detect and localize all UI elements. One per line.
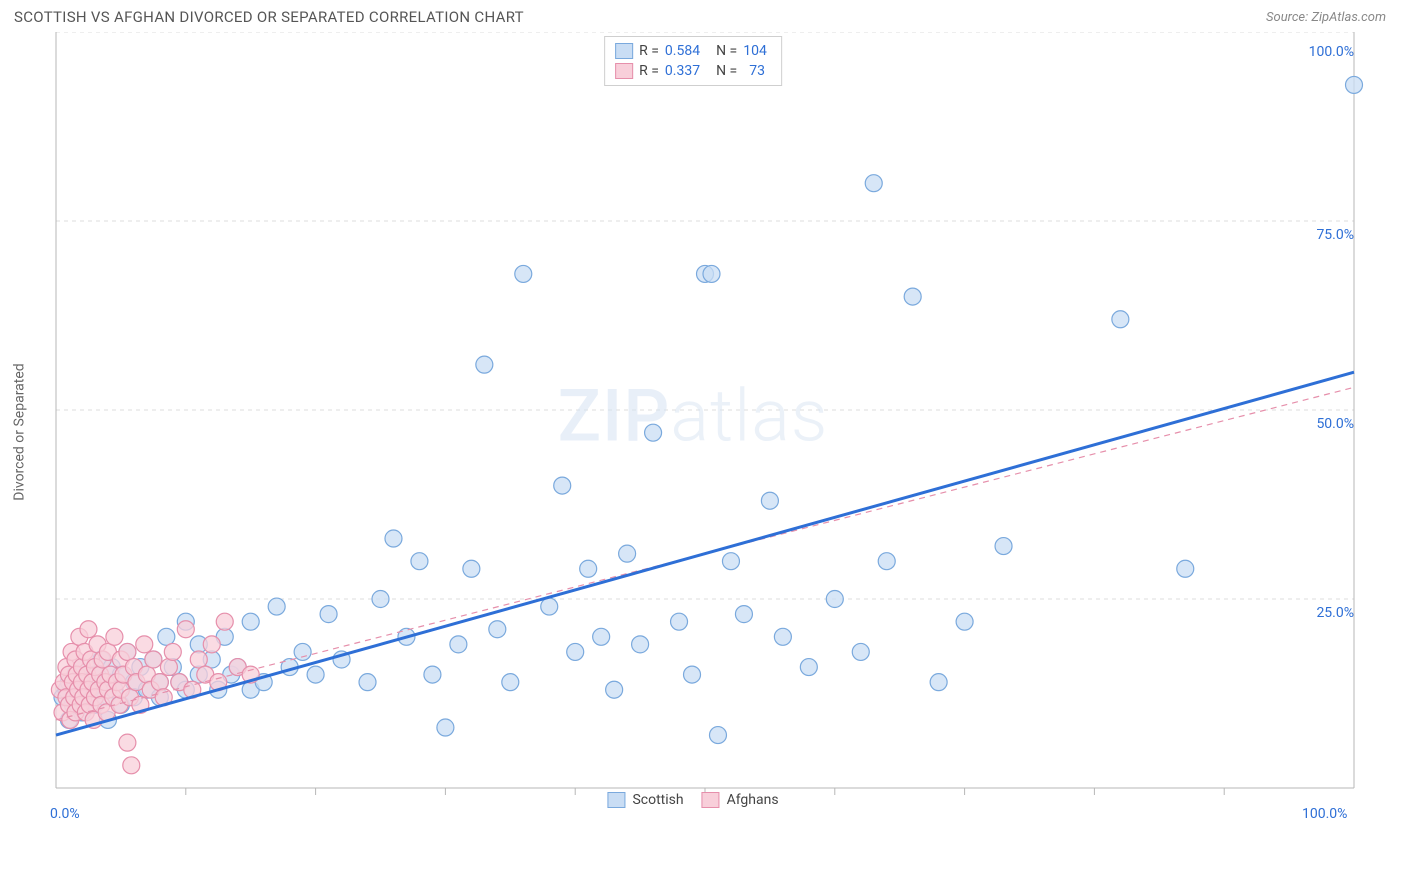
chart-title: SCOTTISH VS AFGHAN DIVORCED OR SEPARATED… (14, 8, 524, 26)
n-value-scottish: 104 (743, 41, 767, 61)
r-value-afghans: 0.337 (665, 61, 700, 81)
y-tick-label: 100.0% (1309, 44, 1354, 60)
chart-container: Divorced or Separated ZIPatlas R = 0.584… (14, 32, 1372, 832)
scatter-chart (14, 32, 1372, 832)
source-link[interactable]: ZipAtlas.com (1311, 10, 1386, 25)
y-axis-label-wrap: Divorced or Separated (10, 32, 30, 832)
legend-label-scottish: Scottish (632, 792, 683, 808)
legend-row-scottish: R = 0.584 N = 104 (615, 41, 767, 61)
legend-label-afghans: Afghans (727, 792, 779, 808)
swatch-scottish (615, 43, 633, 59)
y-tick-label: 50.0% (1316, 416, 1354, 432)
correlation-legend: R = 0.584 N = 104 R = 0.337 N = 73 (604, 36, 782, 86)
y-tick-label: 75.0% (1316, 227, 1354, 243)
y-tick-label: 25.0% (1316, 605, 1354, 621)
swatch-scottish (607, 792, 625, 808)
x-axis-start-label: 0.0% (50, 806, 80, 822)
r-label: R = (639, 41, 659, 61)
swatch-afghans (702, 792, 720, 808)
legend-item-scottish: Scottish (607, 792, 683, 808)
legend-item-afghans: Afghans (702, 792, 779, 808)
n-label: N = (716, 41, 737, 61)
n-value-afghans: 73 (749, 61, 765, 81)
legend-row-afghans: R = 0.337 N = 73 (615, 61, 767, 81)
y-axis-label: Divorced or Separated (12, 363, 28, 500)
swatch-afghans (615, 63, 633, 79)
source-attribution: Source: ZipAtlas.com (1266, 10, 1386, 25)
series-legend: Scottish Afghans (607, 792, 778, 808)
r-value-scottish: 0.584 (665, 41, 700, 61)
source-prefix: Source: (1266, 10, 1311, 25)
r-label: R = (639, 61, 659, 81)
x-axis-end-label: 100.0% (1302, 806, 1347, 822)
n-label: N = (716, 61, 737, 81)
